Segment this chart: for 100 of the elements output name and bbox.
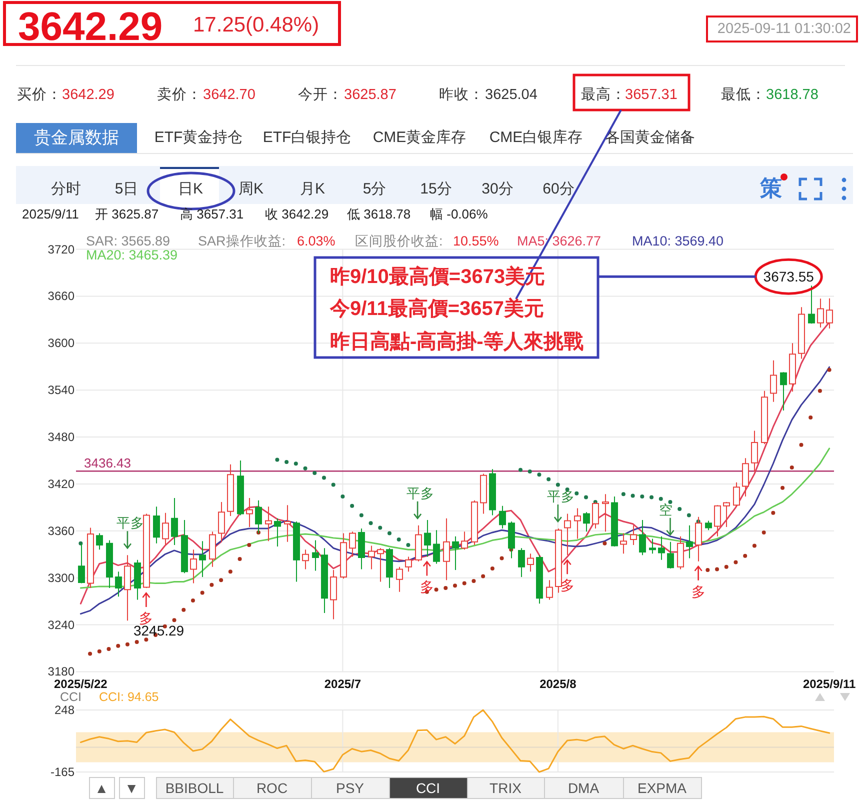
candlestick (798, 306, 805, 360)
candlestick (564, 513, 571, 556)
candlestick (667, 541, 674, 569)
text: EXPMA (637, 780, 688, 796)
candlestick (817, 298, 824, 328)
candlestick (546, 580, 553, 600)
text: 10.55% (453, 234, 499, 248)
text: CME白银库存 (489, 129, 583, 146)
candlestick (377, 548, 384, 582)
candlestick (433, 530, 440, 564)
point (678, 507, 682, 511)
point (200, 590, 204, 595)
point (275, 458, 280, 462)
candlestick (386, 548, 393, 588)
candlestick (358, 528, 365, 570)
point (97, 649, 102, 654)
annotation: 平多 (546, 489, 575, 504)
text: 幅 -0.06% (430, 206, 488, 222)
candlestick (518, 548, 525, 578)
point (294, 462, 298, 466)
point (453, 584, 457, 588)
y-tick-label: 3240 (48, 618, 75, 632)
text: CCI: 94.65 (99, 690, 159, 704)
y-tick-label: 3420 (48, 476, 75, 491)
point (434, 588, 438, 592)
point (546, 477, 551, 482)
point (462, 581, 466, 586)
candlestick (153, 506, 160, 544)
point (144, 638, 148, 642)
candlestick (302, 549, 309, 570)
candlestick (237, 460, 244, 516)
point (734, 560, 738, 564)
candlestick (115, 571, 122, 598)
candlestick (265, 506, 272, 542)
candlestick (789, 342, 796, 392)
annotation: 多 (691, 583, 706, 600)
point (584, 495, 588, 500)
candlestick (480, 473, 487, 514)
line-series (80, 709, 830, 773)
point (228, 570, 232, 574)
annotation: 昨日高點-高高掛-等人來挑戰 (330, 330, 584, 353)
candlestick (555, 528, 562, 594)
text: 3657.31 (625, 87, 678, 103)
point (706, 568, 710, 572)
point (219, 578, 224, 582)
candlestick (452, 536, 459, 571)
point (444, 586, 448, 590)
y-tick-label: 3540 (48, 383, 75, 398)
text: ETF白银持仓 (262, 129, 352, 146)
candlestick (705, 520, 712, 531)
candlestick (274, 518, 281, 548)
point (771, 510, 776, 515)
point (331, 482, 336, 487)
text: 开 3625.87 (95, 206, 159, 222)
point (312, 471, 317, 476)
annotation: 多 (139, 610, 154, 626)
x-tick-label: 2025/9/11 (802, 677, 856, 691)
candlestick (583, 512, 590, 532)
y-tick-label: 3480 (48, 430, 75, 444)
point (658, 496, 663, 501)
text: 区间股价收益: (355, 234, 443, 248)
text: 分时 (51, 180, 81, 198)
text: 低 3618.78 (347, 206, 411, 222)
candlestick (284, 504, 291, 542)
text: DMA (568, 780, 600, 796)
point (172, 618, 176, 622)
point (88, 652, 92, 656)
text: 昨收： (439, 86, 484, 103)
point (238, 557, 242, 562)
text: ROC (256, 780, 288, 796)
candlestick (461, 531, 468, 550)
candlestick (162, 512, 169, 546)
point (125, 642, 130, 646)
candlestick (649, 538, 656, 554)
text: SAR: 3565.89 (86, 234, 170, 248)
point (303, 466, 308, 470)
point (182, 608, 186, 612)
text: ▲ (94, 780, 108, 796)
text: 贵金属数据 (34, 128, 119, 147)
candlestick (611, 496, 618, 548)
text: PSY (336, 780, 365, 796)
candlestick (415, 524, 422, 562)
candlestick (630, 524, 637, 546)
candlestick (143, 513, 150, 588)
candlestick (770, 360, 777, 402)
point (724, 564, 728, 569)
candlestick (780, 372, 787, 411)
text: 3642.29 (18, 5, 163, 49)
candlestick (190, 549, 197, 584)
candlestick (620, 532, 627, 554)
point (790, 466, 794, 470)
text: 最低： (721, 87, 766, 103)
point (799, 442, 804, 447)
point (630, 494, 635, 498)
point (762, 530, 766, 534)
candlestick (489, 468, 496, 516)
point (715, 567, 720, 572)
candlestick (536, 554, 543, 604)
candlestick (527, 553, 534, 572)
candlestick (574, 508, 581, 540)
